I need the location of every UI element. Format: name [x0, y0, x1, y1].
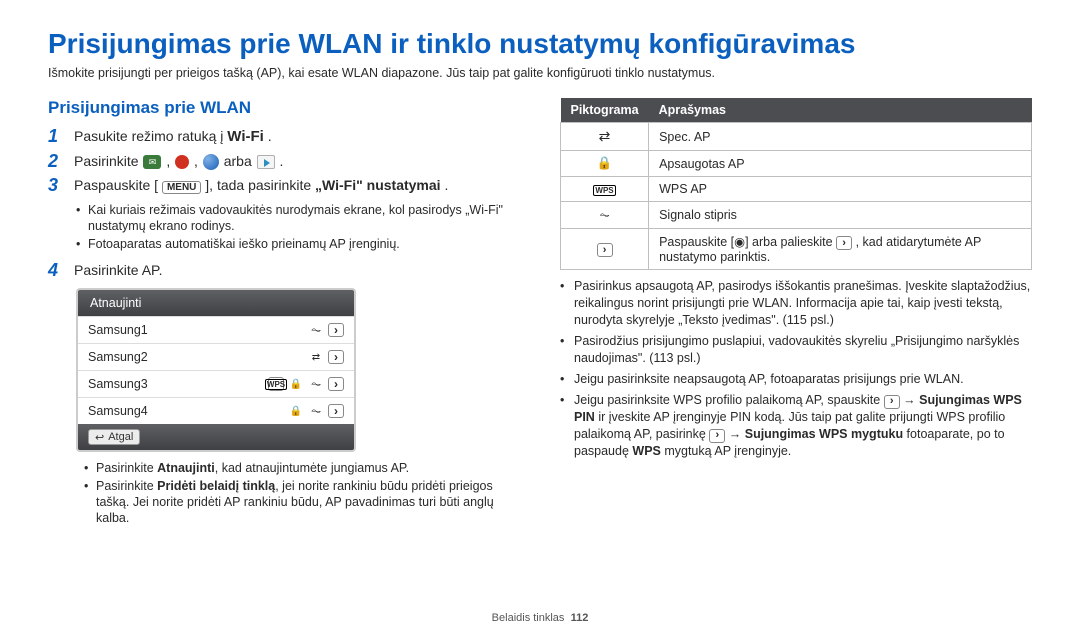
step2-text-d: arba: [224, 153, 256, 169]
email-mode-icon: ✉: [143, 155, 161, 169]
step3-text-a: Paspauskite [: [74, 177, 158, 193]
step1-text-b: .: [268, 128, 272, 144]
signal-icon: ⏦: [308, 377, 324, 391]
step4-text: Pasirinkite AP.: [74, 260, 162, 280]
ap-name: Samsung1: [88, 323, 148, 337]
step3-bold: „Wi-Fi" nustatymai: [315, 177, 441, 193]
step-1: 1 Pasukite režimo ratuką į Wi-Fi .: [48, 126, 520, 147]
wifi-icon: Wi-Fi: [227, 128, 264, 145]
page-intro: Išmokite prisijungti per prieigos tašką …: [48, 66, 1032, 80]
table-row: ⏦ Signalo stipris: [561, 202, 1032, 229]
chevron-right-icon[interactable]: [328, 350, 344, 364]
ap-name: Samsung4: [88, 404, 148, 418]
section-title: Prisijungimas prie WLAN: [48, 98, 520, 118]
lock-icon: 🔒: [288, 404, 304, 418]
right-bullet-3: Jeigu pasirinksite neapsaugotą AP, fotoa…: [560, 371, 1032, 388]
ap-row[interactable]: Samsung1 ⏦: [78, 316, 354, 343]
step3-sublist: Kai kuriais režimais vadovaukitės nurody…: [76, 202, 520, 252]
table-header-desc: Aprašymas: [649, 98, 1032, 123]
signal-icon: ⏦: [308, 404, 324, 418]
step3-sub2: Fotoaparatas automatiškai ieško prieinam…: [76, 236, 520, 252]
ap-list-panel: Atnaujinti Samsung1 ⏦ Samsung2 ⇄ Samsung…: [76, 288, 356, 452]
desc-signal: Signalo stipris: [649, 202, 1032, 229]
after-list: Pasirinkite Atnaujinti, kad atnaujintumė…: [84, 460, 520, 526]
lock-icon: 🔒: [597, 156, 613, 170]
step2-text-e: .: [280, 153, 284, 169]
ap-row[interactable]: Samsung4 🔒 ⏦: [78, 397, 354, 424]
step3-text-b: ], tada pasirinkite: [205, 177, 315, 193]
chevron-right-icon: ›: [836, 236, 852, 250]
right-bullet-2: Pasirodžius prisijungimo puslapiui, vado…: [560, 333, 1032, 367]
ap-list-footer: ↩ Atgal: [78, 424, 354, 450]
adhoc-icon: ⇄: [599, 128, 611, 144]
table-row: WPS WPS AP: [561, 177, 1032, 202]
desc-secured-ap: Apsaugotas AP: [649, 151, 1032, 177]
chevron-right-icon: ›: [709, 429, 725, 443]
step-number: 2: [48, 151, 64, 171]
right-bullet-4: Jeigu pasirinksite WPS profilio palaikom…: [560, 392, 1032, 460]
step-number: 1: [48, 126, 64, 146]
desc-spec-ap: Spec. AP: [649, 123, 1032, 151]
step-number: 4: [48, 260, 64, 280]
step-number: 3: [48, 175, 64, 195]
signal-icon: ⏦: [308, 323, 324, 337]
globe-mode-icon: [203, 154, 219, 170]
step3-text-c: .: [444, 177, 448, 193]
table-row: ⇄ Spec. AP: [561, 123, 1032, 151]
footer-page-number: 112: [571, 612, 589, 624]
page-footer: Belaidis tinklas 112: [0, 612, 1080, 624]
lock-icon: 🔒: [288, 377, 304, 391]
step2-text-c: ,: [194, 153, 202, 169]
step-4: 4 Pasirinkite AP.: [48, 260, 520, 280]
back-label: Atgal: [108, 431, 133, 443]
step-2: 2 Pasirinkite ✉ , , arba .: [48, 151, 520, 171]
record-mode-icon: [175, 155, 189, 169]
table-row: › Paspauskite [◉] arba palieskite › , ka…: [561, 229, 1032, 270]
after-item-1: Pasirinkite Atnaujinti, kad atnaujintumė…: [84, 460, 520, 476]
footer-section: Belaidis tinklas: [492, 612, 565, 624]
play-mode-icon: [257, 155, 275, 169]
left-column: Prisijungimas prie WLAN 1 Pasukite režim…: [48, 98, 520, 534]
ap-list-header[interactable]: Atnaujinti: [78, 290, 354, 316]
direction-icon: ◉: [734, 235, 745, 249]
after-item-2: Pasirinkite Pridėti belaidį tinklą, jei …: [84, 478, 520, 526]
chevron-right-icon[interactable]: [328, 404, 344, 418]
desc-options: Paspauskite [◉] arba palieskite › , kad …: [649, 229, 1032, 270]
table-header-icon: Piktograma: [561, 98, 649, 123]
back-button[interactable]: ↩ Atgal: [88, 429, 140, 445]
ap-row[interactable]: Samsung3 WPS 🔒 ⏦: [78, 370, 354, 397]
ap-row[interactable]: Samsung2 ⇄: [78, 343, 354, 370]
wps-icon: WPS: [268, 377, 284, 391]
ap-name: Samsung2: [88, 350, 148, 364]
chevron-right-icon: ›: [884, 395, 900, 409]
ap-name: Samsung3: [88, 377, 148, 391]
right-bullet-list: Pasirinkus apsaugotą AP, pasirodys iššok…: [560, 278, 1032, 460]
step2-text-b: ,: [166, 153, 174, 169]
chevron-right-icon[interactable]: [328, 323, 344, 337]
right-bullet-1: Pasirinkus apsaugotą AP, pasirodys iššok…: [560, 278, 1032, 329]
step1-text-a: Pasukite režimo ratuką į: [74, 128, 227, 144]
page-title: Prisijungimas prie WLAN ir tinklo nustat…: [48, 28, 1032, 60]
back-icon: ↩: [95, 431, 104, 444]
step-3: 3 Paspauskite [ MENU ], tada pasirinkite…: [48, 175, 520, 198]
desc-wps-ap: WPS AP: [649, 177, 1032, 202]
adhoc-icon: ⇄: [308, 350, 324, 364]
chevron-right-icon: ›: [597, 243, 613, 257]
icon-description-table: Piktograma Aprašymas ⇄ Spec. AP 🔒 Apsaug…: [560, 98, 1032, 270]
step2-text-a: Pasirinkite: [74, 153, 142, 169]
table-row: 🔒 Apsaugotas AP: [561, 151, 1032, 177]
step3-sub1: Kai kuriais režimais vadovaukitės nurody…: [76, 202, 520, 234]
menu-button-label: MENU: [162, 181, 201, 194]
right-column: Piktograma Aprašymas ⇄ Spec. AP 🔒 Apsaug…: [560, 98, 1032, 534]
chevron-right-icon[interactable]: [328, 377, 344, 391]
wps-icon: WPS: [593, 185, 615, 196]
signal-icon: ⏦: [599, 207, 610, 222]
